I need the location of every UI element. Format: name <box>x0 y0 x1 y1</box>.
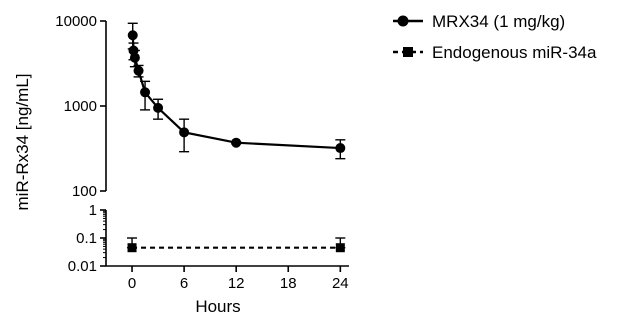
y-tick-label: 0.1 <box>76 230 97 247</box>
legend-item-mrx34: MRX34 (1 mg/kg) <box>393 12 565 31</box>
data-point <box>127 30 138 41</box>
legend-item-endogenous: Endogenous miR-34a <box>393 43 597 62</box>
y-axis-title: miR-Rx34 [ng/mL] <box>13 74 32 211</box>
legend-label-endogenous: Endogenous miR-34a <box>432 43 597 62</box>
data-point <box>127 243 137 253</box>
x-axis-title: Hours <box>195 297 240 316</box>
x-axis-ticks: 0 6 12 18 24 <box>128 266 349 292</box>
y-tick-label: 0.01 <box>68 258 97 275</box>
x-tick-label: 24 <box>332 275 349 292</box>
x-tick-label: 6 <box>180 275 188 292</box>
series-mrx34 <box>127 22 346 160</box>
y-axis-ticks: 10000 1000 100 1 0.1 0.01 <box>55 13 106 275</box>
x-tick-label: 0 <box>128 275 136 292</box>
series-endogenous <box>127 237 346 253</box>
axes <box>105 21 349 267</box>
x-tick-label: 18 <box>280 275 297 292</box>
x-tick-label: 12 <box>228 275 245 292</box>
data-point <box>335 143 346 154</box>
data-point <box>231 137 242 148</box>
data-point <box>133 65 144 76</box>
legend-label-mrx34: MRX34 (1 mg/kg) <box>432 12 565 31</box>
y-tick-label: 100 <box>72 183 97 200</box>
data-point <box>129 52 140 63</box>
series-layer <box>127 22 346 253</box>
legend: MRX34 (1 mg/kg) Endogenous miR-34a <box>393 12 597 62</box>
data-point <box>140 87 151 98</box>
y-tick-label: 1000 <box>64 98 97 115</box>
y-tick-label: 1 <box>89 202 97 219</box>
data-point <box>153 102 164 113</box>
y-tick-label: 10000 <box>55 13 97 30</box>
data-point <box>179 127 190 138</box>
data-point <box>335 243 345 253</box>
series-line <box>131 35 341 150</box>
